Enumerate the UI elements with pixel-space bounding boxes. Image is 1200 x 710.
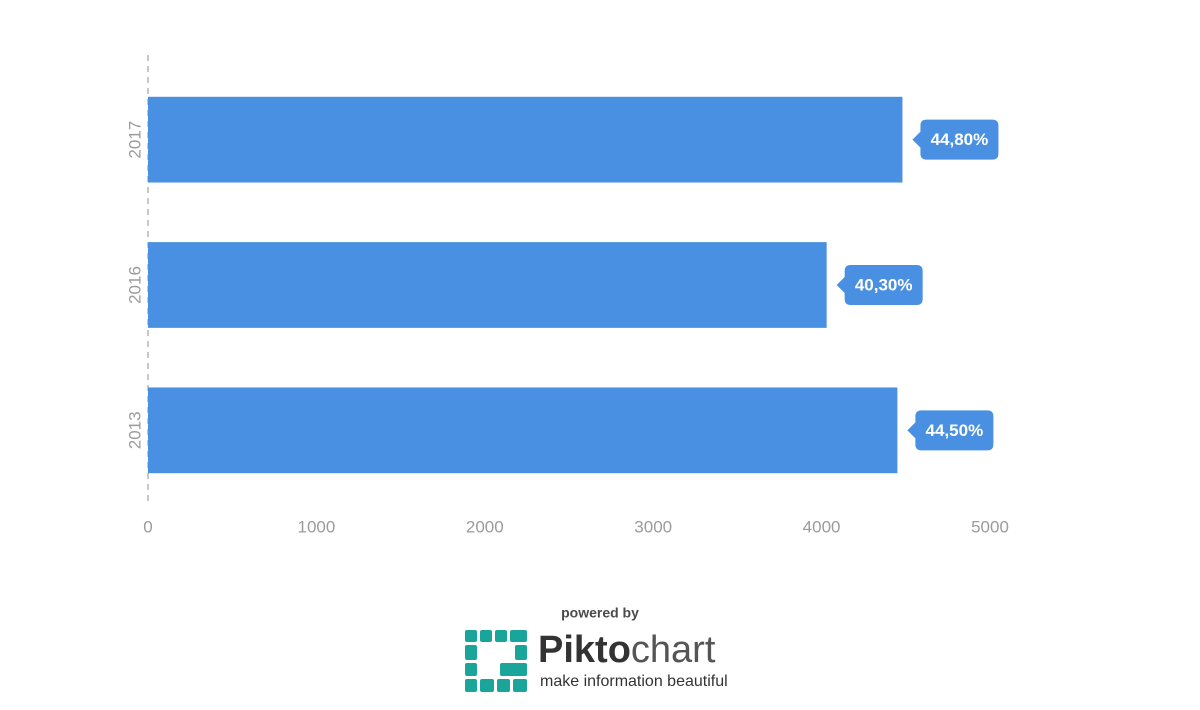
y-tick-label: 2016 bbox=[125, 266, 144, 304]
logo-icon bbox=[465, 630, 527, 692]
x-tick-label: 2000 bbox=[466, 517, 504, 536]
value-label: 44,50% bbox=[926, 421, 984, 440]
x-tick-label: 1000 bbox=[297, 517, 335, 536]
brand-bold: Pikto bbox=[538, 629, 631, 671]
x-tick-label: 0 bbox=[143, 517, 152, 536]
brand: Piktochart bbox=[538, 629, 716, 671]
value-label: 40,30% bbox=[855, 275, 913, 294]
x-tick-label: 3000 bbox=[634, 517, 672, 536]
value-label: 44,80% bbox=[931, 130, 989, 149]
label-callout bbox=[912, 119, 999, 160]
powered-by: powered by bbox=[561, 605, 639, 621]
y-tick-label: 2017 bbox=[125, 121, 144, 159]
bar bbox=[148, 96, 903, 183]
bar bbox=[148, 387, 898, 474]
tagline: make information beautiful bbox=[540, 673, 728, 690]
brand-light: chart bbox=[631, 629, 716, 671]
x-tick-label: 4000 bbox=[803, 517, 841, 536]
y-tick-label: 2013 bbox=[125, 411, 144, 449]
label-callout bbox=[907, 410, 994, 451]
label-callout bbox=[836, 265, 923, 305]
bar bbox=[148, 242, 827, 328]
x-tick-label: 5000 bbox=[971, 517, 1009, 536]
